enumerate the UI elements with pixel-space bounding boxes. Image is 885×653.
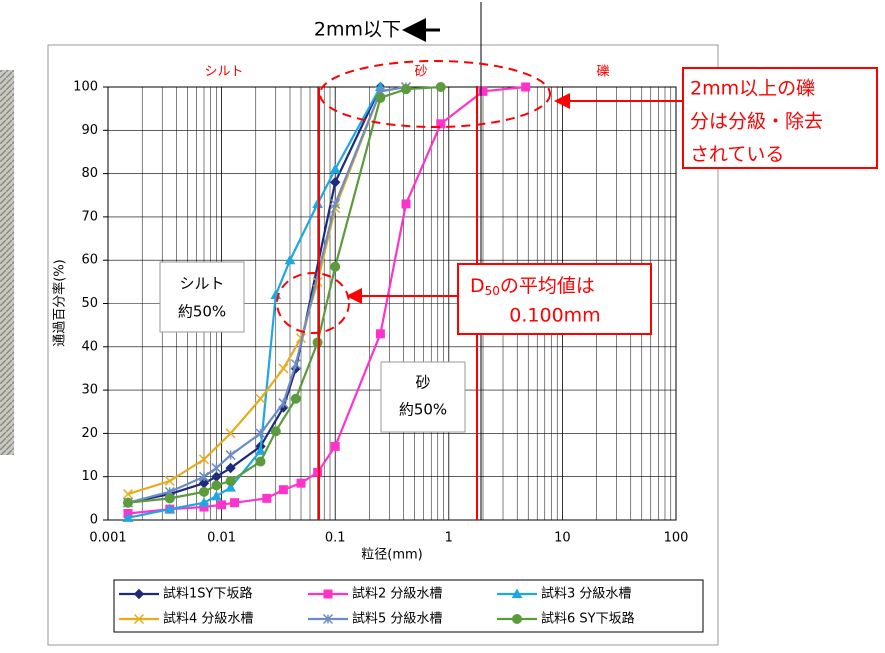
x-tick-label: 100: [664, 531, 689, 546]
zone-label: シルト: [204, 65, 243, 80]
gravel-note: されている: [690, 144, 784, 166]
legend-label: 試料5 分級水槽: [352, 611, 442, 627]
gravel-note: 分は分級・除去: [690, 111, 823, 133]
y-axis-label: 通過百分率(%): [52, 259, 68, 347]
legend-label: 試料6 SY下坂路: [541, 611, 635, 627]
marker: [436, 83, 445, 92]
y-tick-label: 90: [81, 123, 98, 138]
marker: [279, 486, 287, 494]
zone-label: 砂: [414, 65, 427, 80]
x-tick-label: 10: [554, 531, 571, 546]
marker: [212, 481, 221, 490]
y-tick-label: 100: [73, 80, 98, 95]
chart: 0.001 0.01 0.1 1 10 100 0 10 20 30 40 50 60 70 80 90 100…: [0, 0, 885, 653]
marker: [165, 494, 174, 503]
y-tick-label: 30: [81, 383, 98, 398]
legend-label: 試料2 分級水槽: [352, 586, 442, 602]
marker: [271, 427, 280, 436]
y-tick-label: 50: [81, 296, 98, 311]
marker: [376, 330, 384, 338]
sand-box-label: 砂: [415, 374, 430, 392]
marker: [522, 83, 530, 91]
marker: [324, 590, 332, 598]
y-tick-label: 40: [81, 339, 98, 354]
marker: [479, 87, 487, 95]
marker: [297, 479, 305, 487]
marker: [331, 262, 340, 271]
x-axis-label: 粒径(mm): [361, 548, 422, 563]
d50-sub: 50: [485, 284, 500, 298]
silt-box-label: シルト: [179, 275, 224, 293]
y-tick-label: 80: [81, 166, 98, 181]
marker: [402, 200, 410, 208]
top-arrow-label: 2mm以下: [314, 19, 401, 41]
y-tick-label: 60: [81, 253, 98, 268]
y-tick-label: 10: [81, 469, 98, 484]
zone-label: 礫: [596, 64, 609, 80]
marker: [256, 457, 265, 466]
marker: [314, 468, 322, 476]
marker: [331, 442, 339, 450]
d50-d: D: [470, 275, 485, 297]
marker: [402, 85, 411, 94]
x-tick-label: 1: [445, 531, 453, 546]
marker: [313, 338, 322, 347]
y-tick-label: 0: [90, 513, 98, 528]
sand-box: [381, 362, 465, 432]
marker: [291, 394, 300, 403]
legend-label: 試料4 分級水槽: [163, 611, 253, 627]
marker: [218, 501, 226, 509]
marker: [513, 615, 522, 624]
y-tick-label: 70: [81, 209, 98, 224]
legend-label: 試料3 分級水槽: [541, 586, 631, 602]
marker: [376, 93, 385, 102]
marker: [200, 487, 209, 496]
legend-label: 試料1SY下坂路: [163, 586, 252, 602]
marker: [231, 499, 239, 507]
d50-value: 0.100mm: [509, 305, 600, 327]
d50-rest: の平均値は: [500, 275, 595, 297]
marker: [263, 494, 271, 502]
marker: [124, 498, 133, 507]
sand-box-label: 約50%: [399, 401, 447, 419]
silt-box-label: 約50%: [178, 303, 226, 321]
y-tick-label: 20: [81, 426, 98, 441]
x-tick-label: 0.01: [207, 531, 236, 546]
marker: [226, 477, 235, 486]
photo-strip: [0, 70, 14, 455]
silt-box: [160, 262, 244, 332]
gravel-note: 2mm以上の礫: [690, 78, 815, 100]
x-tick-label: 0.1: [325, 531, 346, 546]
x-tick-label: 0.001: [89, 531, 126, 546]
